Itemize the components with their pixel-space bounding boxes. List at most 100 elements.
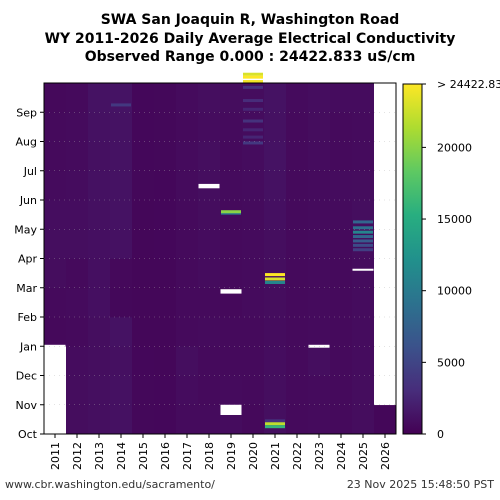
heatmap-gap-2018-1 xyxy=(198,183,220,189)
heatmap-cell-2011-Sep xyxy=(44,83,67,113)
heatmap-cell-2014-Aug xyxy=(110,112,133,142)
heatmap-cell-2024-Sep xyxy=(330,83,353,113)
y-tick-label-Jul: Jul xyxy=(23,165,37,178)
heatmap-cell-2012-Jun xyxy=(66,170,89,201)
heatmap-cell-2026-Nov xyxy=(374,375,397,406)
heatmap-cell-2014-Oct xyxy=(110,404,133,435)
y-tick-label-Sep: Sep xyxy=(16,106,37,119)
heatmap-cell-2011-Apr xyxy=(44,229,67,259)
heatmap-spike-2021-13 xyxy=(265,273,285,277)
heatmap-cell-2016-Oct xyxy=(154,404,177,435)
heatmap-cell-2015-Jan xyxy=(132,317,155,347)
heatmap-cell-2012-Jul xyxy=(66,141,89,172)
heatmap-cell-2015-Jun xyxy=(132,170,155,201)
heatmap-cell-2025-Aug xyxy=(352,112,375,142)
heatmap-cell-2022-Apr xyxy=(286,229,309,259)
heatmap-cell-2013-Dec xyxy=(88,346,111,376)
heatmap-spike-2025-23 xyxy=(353,239,373,243)
heatmap-cell-2024-Aug xyxy=(330,112,353,142)
heatmap-chart: Oct Nov Dec Jan Feb Mar Apr May Jun Jul Aug Sep 201… xyxy=(14,72,500,470)
heatmap-cell-2020-Mar xyxy=(242,258,265,289)
heatmap-cell-2014-Nov xyxy=(110,375,133,406)
footer-timestamp: 23 Nov 2025 15:48:50 PST xyxy=(346,478,494,491)
x-tick-label-2019: 2019 xyxy=(225,442,238,470)
x-tick-label-2018: 2018 xyxy=(203,442,216,470)
heatmap-cell-2012-Jan xyxy=(66,317,89,347)
heatmap-cell-2011-Jun xyxy=(44,170,67,201)
heatmap-cell-2023-Jul xyxy=(308,141,331,172)
heatmap-cell-2024-Jun xyxy=(330,170,353,201)
heatmap-cell-2019-Jan xyxy=(220,317,243,347)
heatmap-cell-2011-Jul xyxy=(44,141,67,172)
heatmap-cell-2017-Feb xyxy=(176,287,199,318)
heatmap-cell-2013-Nov xyxy=(88,375,111,406)
x-tick-label-2012: 2012 xyxy=(71,442,84,470)
heatmap-cell-2022-Mar xyxy=(286,258,309,289)
heatmap-cell-2011-Oct xyxy=(44,404,67,435)
heatmap-cell-2017-Jun xyxy=(176,170,199,201)
heatmap-cell-2023-Feb xyxy=(308,287,331,318)
heatmap-cell-2022-Aug xyxy=(286,112,309,142)
x-tick-label-2021: 2021 xyxy=(269,442,282,470)
heatmap-cell-2017-Nov xyxy=(176,375,199,406)
heatmap-cell-2019-Feb xyxy=(220,287,243,318)
heatmap-cell-2025-Sep xyxy=(352,83,375,113)
y-axis: Oct Nov Dec Jan Feb Mar Apr May Jun Jul Aug Sep xyxy=(14,106,44,441)
heatmap-cell-2024-Jul xyxy=(330,141,353,172)
heatmap-cell-2015-Sep xyxy=(132,83,155,113)
heatmap-cell-2015-May xyxy=(132,200,155,230)
heatmap-cell-2026-Oct xyxy=(374,404,397,435)
heatmap-spike-2021-14 xyxy=(265,277,285,281)
heatmap-cell-2013-Oct xyxy=(88,404,111,435)
heatmap-cell-2018-Jul xyxy=(198,141,221,172)
y-tick-label-Feb: Feb xyxy=(18,311,37,324)
heatmap-cell-2023-Aug xyxy=(308,112,331,142)
heatmap-cell-2015-Jul xyxy=(132,141,155,172)
heatmap-cell-2017-Dec xyxy=(176,346,199,376)
heatmap-cell-2020-Jun xyxy=(242,170,265,201)
heatmap-cell-2016-Feb xyxy=(154,287,177,318)
heatmap-cell-2018-Aug xyxy=(198,112,221,142)
heatmap-spikes xyxy=(111,72,373,429)
heatmap-spike-2021-15 xyxy=(265,280,285,284)
heatmap-cell-2012-Apr xyxy=(66,229,89,259)
heatmap-cell-2016-Aug xyxy=(154,112,177,142)
heatmap-cell-2016-Nov xyxy=(154,375,177,406)
heatmap-cell-2014-Feb xyxy=(110,287,133,318)
heatmap-cell-2020-Apr xyxy=(242,229,265,259)
heatmap-cell-2019-Dec xyxy=(220,346,243,376)
chart-title-line-1: SWA San Joaquin R, Washington Road xyxy=(100,12,400,28)
heatmap-cell-2019-Sep xyxy=(220,83,243,113)
heatmap-cell-2015-Aug xyxy=(132,112,155,142)
heatmap-cell-2023-Apr xyxy=(308,229,331,259)
heatmap-cell-2015-Feb xyxy=(132,287,155,318)
x-tick-label-2017: 2017 xyxy=(181,442,194,470)
y-tick-label-Aug: Aug xyxy=(16,136,37,149)
heatmap-cell-2011-Feb xyxy=(44,287,67,318)
heatmap-cell-2025-Dec xyxy=(352,346,375,376)
y-tick-label-Dec: Dec xyxy=(16,370,37,383)
heatmap-cell-2023-Nov xyxy=(308,375,331,406)
heatmap-spike-2020-4 xyxy=(243,75,263,79)
heatmap-cell-2012-May xyxy=(66,200,89,230)
heatmap-cell-2016-Jun xyxy=(154,170,177,201)
y-tick-label-Oct: Oct xyxy=(18,428,38,441)
heatmap-cell-2022-Dec xyxy=(286,346,309,376)
heatmap-cell-2024-Oct xyxy=(330,404,353,435)
heatmap-cell-2017-Mar xyxy=(176,258,199,289)
heatmap-cell-2016-May xyxy=(154,200,177,230)
colorbar-tick-label-20000: 20000 xyxy=(437,141,472,154)
y-tick-label-Jan: Jan xyxy=(19,340,37,353)
heatmap-gap-2019-3 xyxy=(220,404,242,415)
heatmap-spike-2020-8 xyxy=(243,107,263,111)
heatmap-cell-2023-Jan xyxy=(308,317,331,347)
heatmap-cell-2017-Sep xyxy=(176,83,199,113)
heatmap-spike-2020-10 xyxy=(243,128,263,132)
heatmap-cell-2017-Jan xyxy=(176,317,199,347)
heatmap-cell-2023-Dec xyxy=(308,346,331,376)
heatmap-cell-2013-Jul xyxy=(88,141,111,172)
heatmap-cell-2018-Jan xyxy=(198,317,221,347)
heatmap-cell-2020-Jan xyxy=(242,317,265,347)
heatmap-spike-2021-16 xyxy=(265,419,285,423)
heatmap-cell-2019-May xyxy=(220,200,243,230)
